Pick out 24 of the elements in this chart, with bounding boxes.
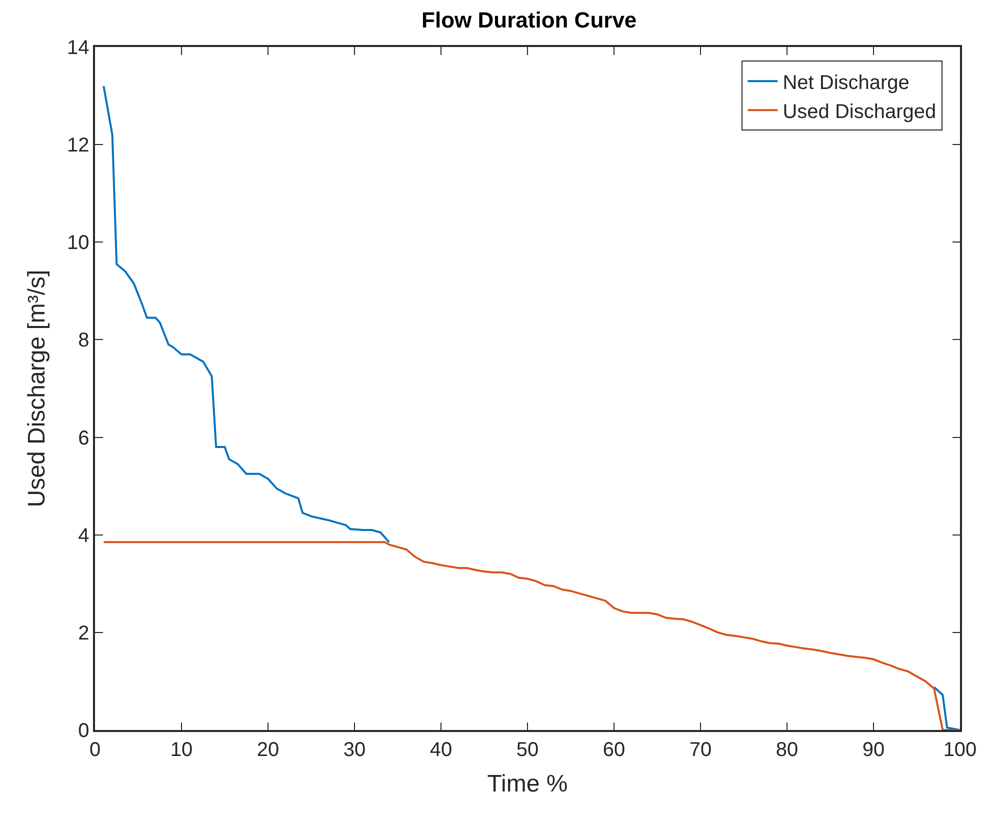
x-tick-label: 20 [256, 738, 280, 761]
line-series [102, 541, 960, 730]
x-tick-label: 50 [516, 738, 539, 761]
y-tick-label: 6 [78, 427, 90, 450]
y-tick-label: 8 [78, 330, 90, 352]
x-tick-label: 70 [689, 738, 712, 761]
y-axis-title: Used Discharge [m³/s] [24, 270, 51, 508]
chart-title: Flow Duration Curve [422, 8, 637, 33]
y-tick-label: 2 [78, 622, 90, 644]
y-tick-label: 4 [78, 524, 90, 547]
legend-label: Net Discharge [782, 72, 910, 94]
y-tick-label: 12 [67, 134, 90, 157]
x-tick-label: 10 [170, 738, 193, 761]
legend-label: Used Discharged [782, 100, 936, 123]
y-tick-label: 0 [78, 720, 90, 742]
x-axis-title: Time % [487, 770, 568, 798]
y-tick-label: 14 [67, 37, 90, 59]
x-tick-label: 60 [602, 738, 626, 761]
x-tick-label: 30 [343, 738, 366, 761]
x-tick-label: 80 [776, 738, 798, 761]
x-tick-label: 100 [943, 738, 977, 761]
y-tick-label: 10 [67, 232, 90, 254]
x-tick-label: 40 [430, 738, 452, 761]
x-tick-label: 90 [862, 738, 885, 761]
